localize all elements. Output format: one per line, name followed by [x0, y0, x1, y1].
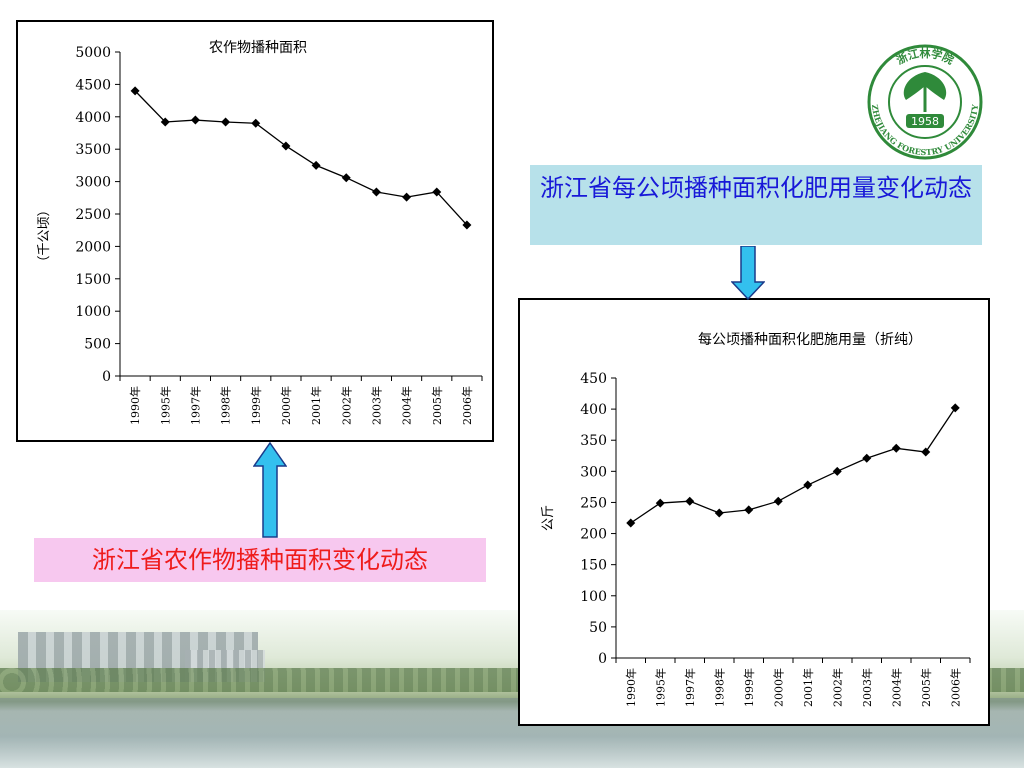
- y-tick-label: 200: [580, 527, 607, 543]
- y-tick-label: 2000: [75, 239, 111, 255]
- data-point: [832, 466, 842, 476]
- data-point: [891, 443, 901, 453]
- chart-title: 每公顷播种面积化肥施用量（折纯）: [698, 332, 922, 348]
- y-tick-label: 0: [102, 369, 111, 385]
- x-tick-label: 1990年: [128, 386, 142, 425]
- data-point: [251, 118, 261, 128]
- y-tick-label: 5000: [75, 45, 111, 61]
- fertilizer-per-hectare-chart: 每公顷播种面积化肥施用量（折纯） 公斤 0 50 100 150 200 250 300 35…: [518, 298, 990, 726]
- x-tick-label: 1997年: [683, 668, 697, 707]
- data-point: [432, 187, 442, 197]
- data-point: [714, 508, 724, 518]
- crop-area-chart-svg: 农作物播种面积 （千公顷） 0 500 1000 1500 2000 2500 3000 35…: [37, 40, 483, 425]
- y-tick-label: 3500: [75, 142, 111, 158]
- y-tick-label: 1000: [75, 304, 111, 320]
- data-point: [655, 498, 665, 508]
- data-point: [402, 192, 412, 202]
- data-point: [190, 115, 200, 125]
- data-point: [130, 86, 140, 96]
- x-tick-label: 2003年: [369, 386, 383, 425]
- x-tick-label: 2006年: [948, 668, 962, 707]
- x-tick-label: 1998年: [712, 668, 726, 707]
- data-point: [773, 496, 783, 506]
- y-tick-label: 250: [580, 495, 607, 511]
- y-axis-label: （千公顷）: [37, 203, 52, 268]
- y-tick-label: 450: [580, 371, 607, 387]
- x-tick-label: 2002年: [339, 386, 353, 425]
- x-tick-label: 2004年: [889, 668, 903, 707]
- data-point: [281, 141, 291, 151]
- x-tick-label: 1997年: [188, 386, 202, 425]
- y-tick-label: 3000: [75, 175, 111, 191]
- x-tick-label: 2001年: [309, 386, 323, 425]
- x-tick-label: 1990年: [624, 668, 638, 707]
- arrow-up-icon: [253, 442, 287, 538]
- crop-area-caption: 浙江省农作物播种面积变化动态: [34, 538, 486, 582]
- x-tick-label: 1995年: [653, 668, 667, 707]
- y-tick-label: 100: [580, 589, 607, 605]
- x-tick-label: 2006年: [460, 386, 474, 425]
- series-line: [134, 90, 468, 226]
- crop-area-chart: 农作物播种面积 （千公顷） 0 500 1000 1500 2000 2500 3000 35…: [16, 20, 494, 442]
- x-tick-label: 2005年: [919, 668, 933, 707]
- data-point: [462, 220, 472, 230]
- y-tick-label: 50: [589, 620, 607, 636]
- x-tick-label: 1995年: [158, 386, 172, 425]
- data-point: [862, 453, 872, 463]
- x-tick-label: 2003年: [860, 668, 874, 707]
- seal-year: 1958: [911, 115, 939, 128]
- x-tick-label: 2005年: [430, 386, 444, 425]
- y-tick-label: 0: [598, 651, 607, 667]
- y-tick-label: 300: [580, 464, 607, 480]
- data-point: [221, 117, 231, 127]
- data-point: [371, 187, 381, 197]
- x-tick-label: 2004年: [400, 386, 414, 425]
- data-point: [685, 496, 695, 506]
- x-tick-label: 2002年: [830, 668, 844, 707]
- x-tick-label: 1998年: [219, 386, 233, 425]
- data-point: [744, 505, 754, 515]
- y-axis-label: 公斤: [541, 505, 556, 531]
- y-tick-label: 400: [580, 402, 607, 418]
- y-tick-label: 500: [84, 337, 111, 353]
- arrow-down-icon: [731, 246, 765, 300]
- data-point: [160, 117, 170, 127]
- university-seal-logo: 浙江林学院 ZHEJIANG FORESTRY UNIVERSITY 1958: [867, 44, 983, 160]
- y-tick-label: 4500: [75, 77, 111, 93]
- y-tick-label: 1500: [75, 272, 111, 288]
- x-tick-label: 2001年: [801, 668, 815, 707]
- y-tick-label: 4000: [75, 110, 111, 126]
- x-tick-label: 1999年: [742, 668, 756, 707]
- data-point: [341, 173, 351, 183]
- fertilizer-chart-svg: 每公顷播种面积化肥施用量（折纯） 公斤 0 50 100 150 200 250 300 35…: [541, 332, 971, 707]
- fertilizer-caption: 浙江省每公顷播种面积化肥用量变化动态: [530, 165, 982, 245]
- data-point: [803, 480, 813, 490]
- data-point: [921, 447, 931, 457]
- seal-top-text: 浙江林学院: [894, 46, 956, 67]
- data-point: [626, 518, 636, 528]
- chart-title: 农作物播种面积: [209, 40, 307, 56]
- series-line: [630, 407, 956, 524]
- svg-text:浙江林学院: 浙江林学院: [894, 46, 956, 67]
- x-tick-label: 2000年: [771, 668, 785, 707]
- x-tick-label: 2000年: [279, 386, 293, 425]
- data-point: [950, 403, 960, 413]
- y-tick-label: 350: [580, 433, 607, 449]
- data-point: [311, 160, 321, 170]
- y-tick-label: 150: [580, 558, 607, 574]
- y-tick-label: 2500: [75, 207, 111, 223]
- x-tick-label: 1999年: [249, 386, 263, 425]
